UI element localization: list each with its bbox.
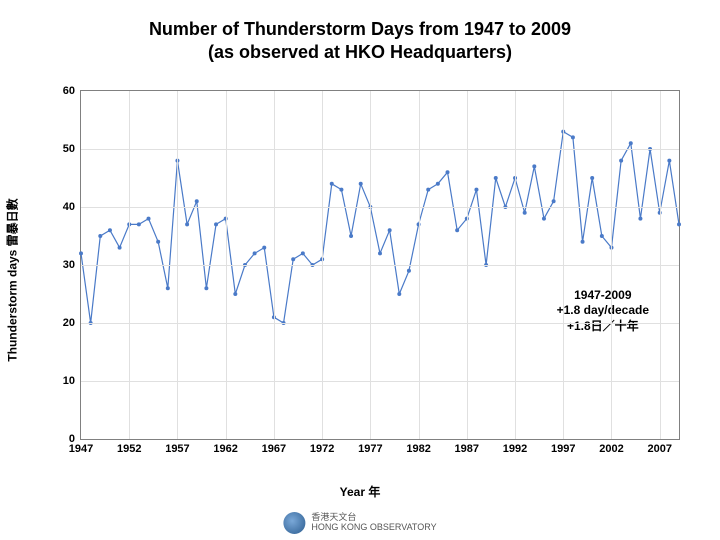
data-point xyxy=(378,251,382,255)
x-tick-label: 1972 xyxy=(310,443,334,455)
data-point xyxy=(532,164,536,168)
x-tick-label: 1952 xyxy=(117,443,141,455)
y-tick-label: 50 xyxy=(63,143,75,155)
gridline-vertical xyxy=(563,91,564,439)
gridline-vertical xyxy=(226,91,227,439)
trend-period: 1947-2009 xyxy=(557,288,649,304)
data-point xyxy=(156,240,160,244)
data-point xyxy=(388,228,392,232)
chart-title: Number of Thunderstorm Days from 1947 to… xyxy=(0,0,720,65)
data-point xyxy=(359,182,363,186)
data-point xyxy=(397,292,401,296)
data-point xyxy=(581,240,585,244)
gridline-horizontal xyxy=(81,207,679,208)
x-tick-label: 1982 xyxy=(406,443,430,455)
data-point xyxy=(137,222,141,226)
logo-text: 香港天文台 HONG KONG OBSERVATORY xyxy=(311,513,436,533)
gridline-vertical xyxy=(177,91,178,439)
data-point xyxy=(474,188,478,192)
data-point xyxy=(301,251,305,255)
data-point xyxy=(339,188,343,192)
data-point xyxy=(677,222,681,226)
y-tick-label: 40 xyxy=(63,201,75,213)
x-tick-label: 1992 xyxy=(503,443,527,455)
gridline-vertical xyxy=(322,91,323,439)
data-point xyxy=(262,246,266,250)
data-point xyxy=(590,176,594,180)
data-point xyxy=(523,211,527,215)
y-tick-label: 20 xyxy=(63,317,75,329)
data-point xyxy=(291,257,295,261)
gridline-horizontal xyxy=(81,323,679,324)
gridline-vertical xyxy=(419,91,420,439)
data-point xyxy=(638,217,642,221)
data-point xyxy=(147,217,151,221)
data-point xyxy=(98,234,102,238)
observatory-logo-icon xyxy=(283,512,305,534)
gridline-vertical xyxy=(467,91,468,439)
data-point xyxy=(214,222,218,226)
title-line-1: Number of Thunderstorm Days from 1947 to… xyxy=(0,18,720,41)
data-point xyxy=(571,135,575,139)
data-point xyxy=(619,159,623,163)
data-point xyxy=(233,292,237,296)
x-tick-label: 1987 xyxy=(455,443,479,455)
data-point xyxy=(552,199,556,203)
data-point xyxy=(407,269,411,273)
x-axis-label: Year 年 xyxy=(340,483,381,500)
x-tick-label: 1957 xyxy=(165,443,189,455)
gridline-vertical xyxy=(274,91,275,439)
data-point xyxy=(330,182,334,186)
data-point xyxy=(118,246,122,250)
data-point xyxy=(494,176,498,180)
gridline-horizontal xyxy=(81,265,679,266)
gridline-horizontal xyxy=(81,149,679,150)
data-point xyxy=(253,251,257,255)
trend-rate-zh: +1.8日／十年 xyxy=(557,319,649,335)
data-point xyxy=(79,251,83,255)
x-tick-label: 1962 xyxy=(213,443,237,455)
x-tick-label: 1967 xyxy=(262,443,286,455)
trend-annotation: 1947-2009 +1.8 day/decade +1.8日／十年 xyxy=(557,288,649,335)
y-axis-label: Thunderstorm days 雷暴日數 xyxy=(4,198,21,361)
x-tick-label: 2007 xyxy=(647,443,671,455)
data-point xyxy=(667,159,671,163)
chart-container: Thunderstorm days 雷暴日數 1947-2009 +1.8 da… xyxy=(30,90,690,470)
data-point xyxy=(436,182,440,186)
gridline-vertical xyxy=(660,91,661,439)
data-point xyxy=(195,199,199,203)
x-tick-label: 1997 xyxy=(551,443,575,455)
logo-name-en: HONG KONG OBSERVATORY xyxy=(311,523,436,533)
y-tick-label: 60 xyxy=(63,85,75,97)
x-tick-label: 1977 xyxy=(358,443,382,455)
data-point xyxy=(349,234,353,238)
data-point xyxy=(446,170,450,174)
data-point xyxy=(629,141,633,145)
trend-rate-en: +1.8 day/decade xyxy=(557,303,649,319)
data-point xyxy=(185,222,189,226)
data-point xyxy=(108,228,112,232)
gridline-vertical xyxy=(515,91,516,439)
data-point xyxy=(166,286,170,290)
data-point xyxy=(542,217,546,221)
x-tick-label: 2002 xyxy=(599,443,623,455)
y-tick-label: 30 xyxy=(63,259,75,271)
data-point xyxy=(204,286,208,290)
gridline-vertical xyxy=(611,91,612,439)
data-point xyxy=(426,188,430,192)
gridline-horizontal xyxy=(81,381,679,382)
y-tick-label: 10 xyxy=(63,375,75,387)
data-point xyxy=(455,228,459,232)
gridline-vertical xyxy=(129,91,130,439)
logo-block: 香港天文台 HONG KONG OBSERVATORY xyxy=(283,512,436,534)
plot-area: 1947-2009 +1.8 day/decade +1.8日／十年 01020… xyxy=(80,90,680,440)
data-point xyxy=(600,234,604,238)
title-line-2: (as observed at HKO Headquarters) xyxy=(0,41,720,64)
gridline-vertical xyxy=(370,91,371,439)
x-tick-label: 1947 xyxy=(69,443,93,455)
